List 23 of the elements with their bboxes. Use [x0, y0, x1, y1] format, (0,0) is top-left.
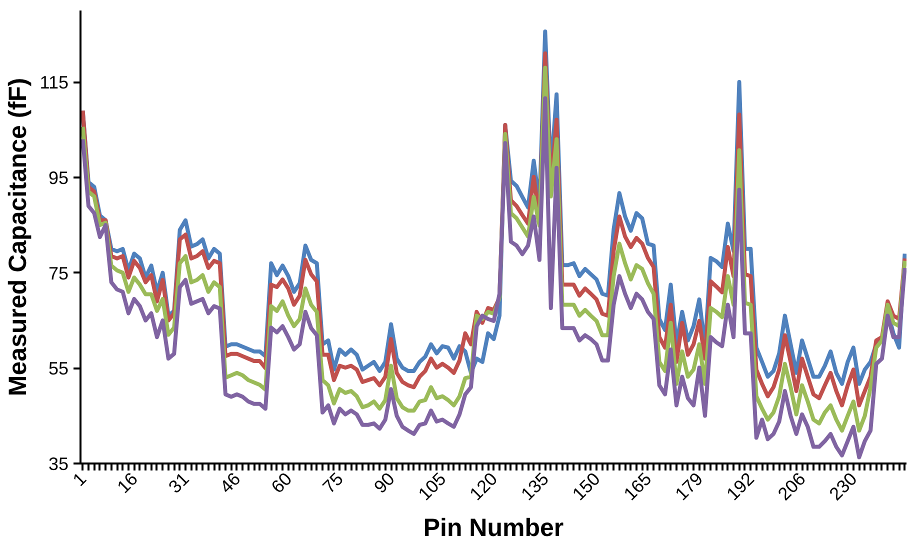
x-tick-label: 90 — [370, 468, 398, 498]
x-tick-label: 46 — [216, 468, 244, 498]
y-tick-label: 115 — [40, 72, 69, 93]
x-tick-label: 75 — [318, 468, 348, 498]
x-tick-label: 179 — [671, 468, 707, 504]
x-tick-label: 192 — [722, 468, 758, 504]
x-tick-label: 120 — [466, 468, 502, 504]
x-tick-label: 105 — [414, 468, 450, 504]
x-tick-label: 165 — [620, 468, 656, 504]
x-tick-label: 60 — [267, 468, 296, 498]
x-tick-label: 16 — [113, 468, 142, 498]
y-tick-label: 55 — [48, 358, 69, 379]
y-axis-title: Measured Capacitance (fF) — [4, 78, 32, 396]
x-tick-label: 1 — [68, 468, 90, 490]
x-tick-label: 150 — [568, 468, 604, 504]
x-tick-label: 135 — [517, 468, 553, 504]
x-tick-label: 31 — [164, 468, 193, 498]
y-tick-label: 95 — [48, 168, 69, 188]
y-tick-label: 35 — [48, 454, 69, 474]
x-axis-title: Pin Number — [423, 514, 564, 542]
y-tick-label: 75 — [48, 263, 69, 284]
x-tick-label: 206 — [774, 468, 810, 504]
x-tick-label: 230 — [825, 468, 861, 504]
